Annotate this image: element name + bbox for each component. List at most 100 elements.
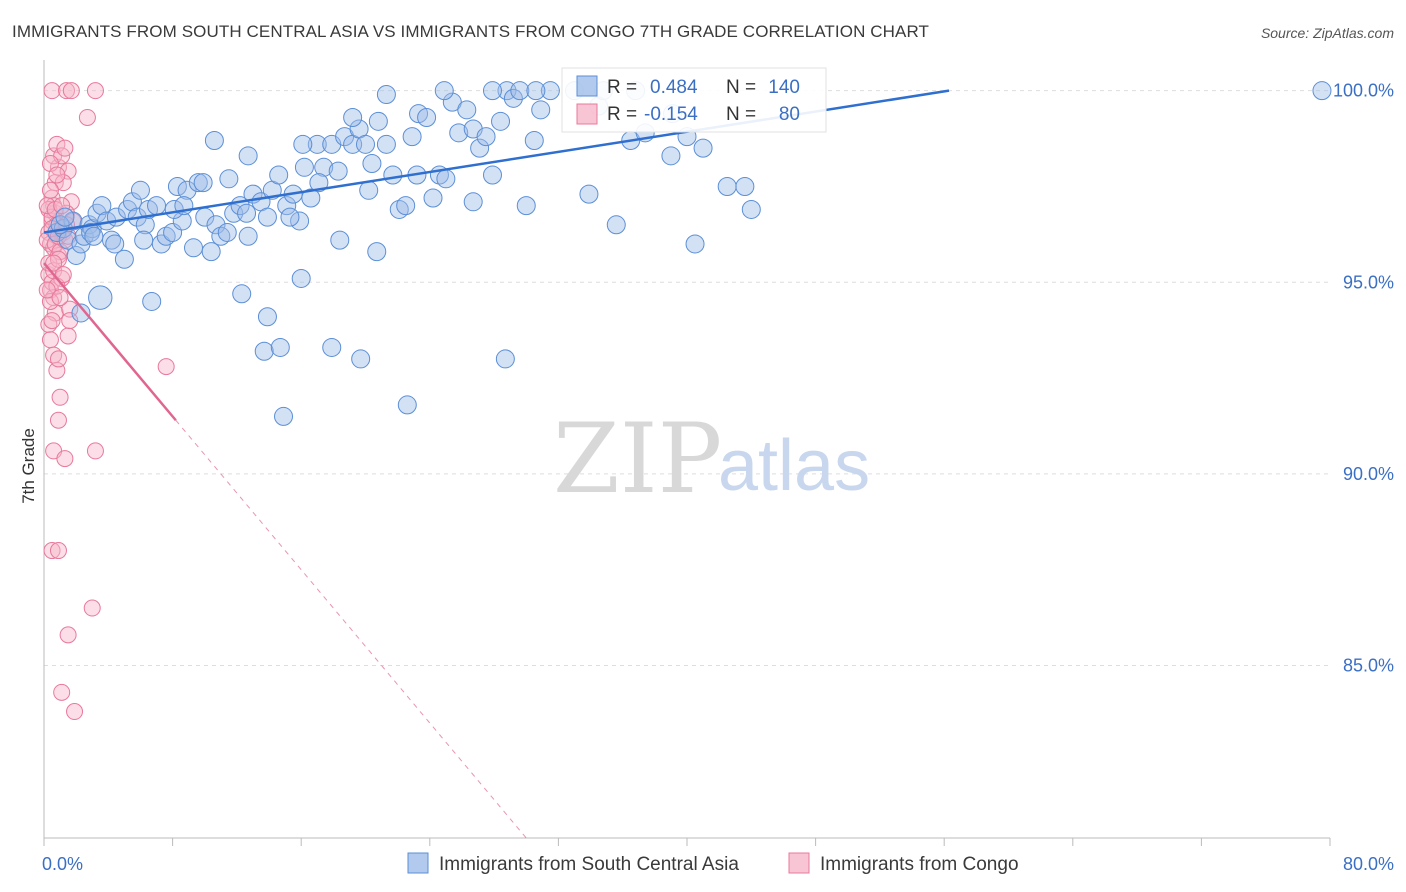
data-point-pink	[86, 442, 104, 460]
data-point-pink	[43, 82, 61, 100]
data-point-blue	[524, 130, 544, 150]
data-point-blue	[114, 249, 134, 269]
data-point-blue	[257, 207, 277, 227]
data-point-blue	[402, 127, 422, 147]
data-point-blue	[362, 153, 382, 173]
data-point-blue	[417, 107, 437, 127]
data-point-blue	[134, 230, 154, 250]
data-point-blue	[307, 134, 327, 154]
stats-n-blue: 140	[768, 77, 800, 98]
data-point-blue	[309, 173, 329, 193]
data-point-blue	[356, 134, 375, 154]
stats-r-blue: 0.484	[650, 77, 698, 98]
data-point-blue	[717, 176, 737, 196]
data-point-blue	[177, 180, 197, 200]
data-point-blue	[330, 230, 350, 250]
legend: Immigrants from South Central Asia Immig…	[407, 852, 1019, 875]
data-point-pink	[51, 388, 69, 406]
watermark: ZIP atlas	[553, 403, 870, 515]
data-point-blue	[516, 196, 536, 216]
data-point-pink	[51, 289, 69, 307]
data-point-pink	[78, 108, 96, 126]
data-point-blue	[685, 234, 705, 254]
data-point-blue	[219, 169, 239, 189]
data-point-pink	[49, 411, 67, 429]
data-point-blue	[238, 146, 258, 166]
data-point-pink	[59, 626, 77, 644]
data-point-pink	[53, 683, 71, 701]
data-point-blue	[359, 180, 379, 200]
data-point-blue	[193, 173, 213, 193]
data-point-blue	[735, 176, 755, 196]
trend-line-pink-extension	[175, 419, 527, 839]
x-tick-labels: 0.0% 80.0%	[42, 854, 1394, 874]
data-point-pink	[41, 181, 59, 199]
data-point-pink	[56, 139, 74, 157]
data-point-pink	[86, 82, 104, 100]
y-tick-label: 85.0%	[1343, 656, 1394, 676]
trend-line-pink	[43, 262, 177, 422]
x-tick-label: 80.0%	[1343, 854, 1394, 874]
y-tick-label: 90.0%	[1343, 464, 1394, 484]
data-point-blue	[328, 161, 348, 181]
data-point-pink	[41, 331, 59, 349]
data-point-blue	[1312, 81, 1332, 101]
stats-swatch-blue	[576, 75, 598, 97]
data-point-blue	[343, 107, 363, 127]
data-point-blue	[293, 134, 313, 154]
stats-n-label-blue: N =	[726, 77, 756, 98]
data-point-blue	[741, 199, 761, 219]
stats-r-label-pink: R =	[607, 104, 637, 125]
data-point-blue	[367, 242, 387, 262]
data-point-pink	[43, 542, 61, 560]
data-point-blue	[201, 242, 221, 262]
data-point-blue	[58, 230, 78, 250]
axes	[43, 60, 1331, 846]
data-point-blue	[457, 100, 477, 120]
legend-swatch-pink	[788, 852, 810, 874]
data-point-blue	[301, 188, 321, 208]
watermark-zip: ZIP	[553, 403, 722, 515]
data-point-pink	[157, 358, 175, 376]
data-point-blue	[92, 196, 112, 216]
data-point-blue	[254, 341, 274, 361]
data-point-blue	[280, 207, 300, 227]
data-point-blue	[66, 245, 86, 265]
data-point-pink	[45, 254, 63, 272]
data-point-blue	[606, 215, 626, 235]
source-credit: Source: ZipAtlas.com	[1260, 25, 1394, 41]
data-point-blue	[204, 130, 224, 150]
watermark-atlas: atlas	[718, 426, 870, 506]
data-point-blue	[376, 134, 396, 154]
data-point-blue	[232, 284, 252, 304]
data-point-blue	[476, 127, 496, 147]
data-point-blue	[290, 211, 310, 231]
stats-swatch-pink	[576, 103, 598, 125]
data-point-blue	[503, 88, 523, 108]
stats-n-label-pink: N =	[726, 104, 756, 125]
data-point-blue	[540, 81, 560, 101]
data-point-pink	[54, 266, 72, 284]
legend-label-blue: Immigrants from South Central Asia	[439, 854, 739, 875]
stats-r-label-blue: R =	[607, 77, 637, 98]
data-point-blue	[237, 203, 257, 223]
data-point-pink	[56, 450, 74, 468]
data-point-blue	[495, 349, 515, 369]
data-point-blue	[167, 176, 187, 196]
data-point-pink	[38, 281, 56, 299]
y-tick-labels: 100.0% 95.0% 90.0% 85.0%	[1333, 81, 1394, 676]
stats-box-frame	[561, 67, 827, 133]
data-point-blue	[314, 157, 334, 177]
data-point-blue	[55, 207, 75, 227]
data-point-blue	[423, 188, 443, 208]
data-point-blue	[71, 303, 91, 323]
data-point-pink	[62, 82, 80, 100]
data-point-blue	[291, 268, 311, 288]
y-tick-label: 100.0%	[1333, 81, 1394, 101]
stats-n-pink: 80	[779, 104, 800, 125]
data-point-blue	[269, 165, 289, 185]
data-point-blue	[183, 238, 203, 258]
data-point-blue	[693, 138, 713, 158]
data-point-pink	[58, 82, 76, 100]
data-point-blue	[449, 123, 469, 143]
